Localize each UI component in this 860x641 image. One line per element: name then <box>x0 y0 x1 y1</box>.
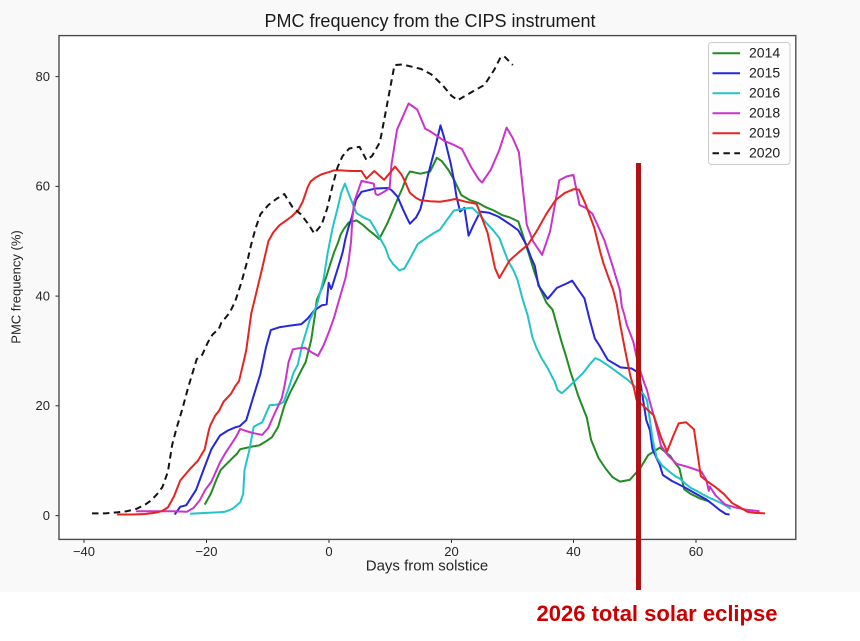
svg-text:2015: 2015 <box>749 65 780 81</box>
svg-text:PMC frequency from the CIPS in: PMC frequency from the CIPS instrument <box>264 11 595 31</box>
svg-text:0: 0 <box>43 508 50 523</box>
svg-text:2016: 2016 <box>749 85 780 101</box>
svg-text:20: 20 <box>444 544 458 559</box>
svg-text:2014: 2014 <box>749 45 780 61</box>
svg-text:40: 40 <box>36 288 50 303</box>
svg-text:40: 40 <box>566 544 580 559</box>
svg-text:Days from solstice: Days from solstice <box>366 558 489 575</box>
svg-text:2019: 2019 <box>749 125 780 141</box>
svg-text:2026 total solar eclipse: 2026 total solar eclipse <box>537 601 778 626</box>
svg-text:80: 80 <box>36 69 50 84</box>
svg-text:−40: −40 <box>73 544 95 559</box>
svg-text:20: 20 <box>36 398 50 413</box>
svg-text:0: 0 <box>325 544 332 559</box>
svg-text:PMC frequency (%): PMC frequency (%) <box>9 230 24 343</box>
svg-text:60: 60 <box>36 179 50 194</box>
svg-text:−20: −20 <box>195 544 217 559</box>
svg-text:2018: 2018 <box>749 105 780 121</box>
svg-text:60: 60 <box>689 544 703 559</box>
svg-text:2020: 2020 <box>749 145 780 161</box>
